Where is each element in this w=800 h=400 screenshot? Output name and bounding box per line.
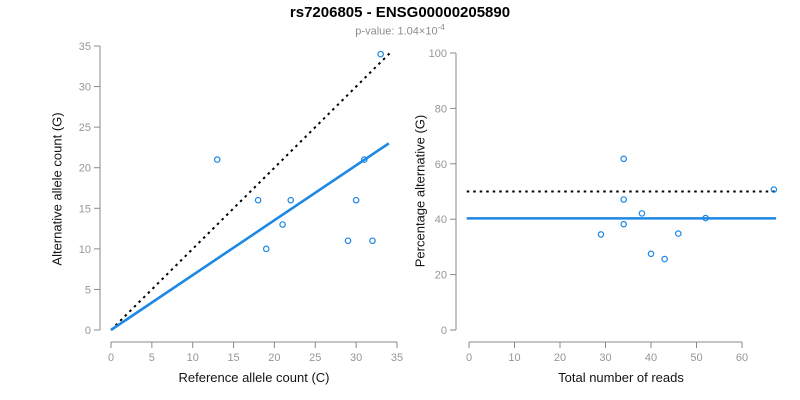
right-x-tick-label: 10 — [508, 352, 520, 364]
p-value-text: p-value: 1.04×10 — [355, 25, 438, 38]
left-fit-line — [110, 142, 390, 332]
right-y-tick-label: 80 — [435, 103, 447, 115]
left-x-tick-label: 25 — [309, 352, 321, 364]
left-y-tick-label: 0 — [85, 325, 91, 337]
left-data-point — [262, 245, 270, 253]
right-x-tick-label: 50 — [690, 352, 702, 364]
left-x-tick-label: 20 — [268, 352, 280, 364]
left-data-point — [344, 237, 352, 245]
figure-subtitle: p-value: 1.04×10-4 — [0, 23, 800, 38]
left-data-point — [213, 156, 221, 163]
right-x-tick-label: 0 — [466, 352, 472, 364]
right-data-point — [674, 230, 682, 237]
left-x-tick-label: 5 — [149, 352, 155, 364]
left-data-point — [369, 237, 376, 245]
left-data-point — [279, 221, 286, 228]
right-data-point — [702, 214, 709, 222]
left-y-tick-label: 20 — [79, 163, 91, 175]
left-y-tick-label: 10 — [79, 244, 91, 256]
left-identity-line — [110, 51, 392, 331]
left-data-point — [352, 196, 360, 204]
right-x-tick-label: 40 — [645, 352, 657, 364]
left-y-tick-label: 15 — [79, 203, 91, 215]
left-y-tick-label: 35 — [79, 41, 91, 53]
right-data-point — [770, 186, 778, 193]
left-y-tick-label: 30 — [79, 82, 91, 94]
right-data-point — [647, 250, 655, 258]
left-x-tick-label: 15 — [227, 352, 239, 364]
right-y-tick-label: 60 — [435, 159, 447, 171]
figure-title: rs7206805 - ENSG00000205890 — [289, 4, 511, 21]
right-data-point — [620, 220, 628, 228]
right-data-point — [661, 255, 668, 263]
left-plot-y-axis-title: Alternative allele count (G) — [49, 112, 65, 266]
p-value-exponent: -4 — [437, 23, 445, 32]
right-y-tick-label: 0 — [441, 325, 447, 337]
right-plot-x-axis-title: Total number of reads — [558, 370, 684, 385]
right-plot-y-axis-title: Percentage alternative (G) — [412, 114, 428, 268]
left-data-point — [377, 50, 384, 58]
right-data-point — [620, 196, 628, 203]
left-data-point — [254, 196, 262, 204]
left-plot-x-axis-title: Reference allele count (C) — [178, 370, 330, 385]
left-data-point — [361, 156, 368, 163]
left-x-tick-label: 35 — [391, 352, 403, 364]
right-x-tick-label: 30 — [599, 352, 611, 364]
left-y-tick-label: 5 — [85, 284, 91, 296]
right-y-tick-label: 100 — [429, 48, 447, 60]
right-x-tick-label: 60 — [736, 352, 748, 364]
right-data-point — [597, 231, 605, 238]
right-x-tick-label: 20 — [554, 352, 566, 364]
left-y-tick-label: 25 — [79, 122, 91, 134]
left-x-tick-label: 30 — [350, 352, 362, 364]
right-data-point — [638, 210, 646, 217]
left-x-tick-label: 0 — [108, 352, 114, 364]
right-y-tick-label: 40 — [435, 214, 447, 226]
right-data-point — [620, 155, 628, 163]
right-y-tick-label: 20 — [435, 270, 447, 282]
left-x-tick-label: 10 — [187, 352, 199, 364]
left-data-point — [287, 196, 295, 204]
